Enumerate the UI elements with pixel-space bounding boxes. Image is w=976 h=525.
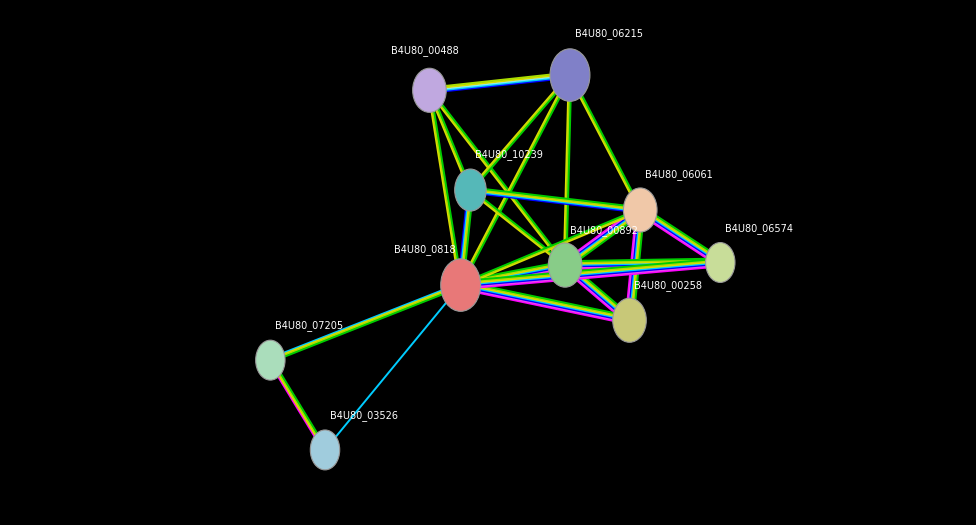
Ellipse shape <box>441 259 480 311</box>
Text: B4U80_00258: B4U80_00258 <box>634 280 703 291</box>
Ellipse shape <box>624 188 657 232</box>
Text: B4U80_03526: B4U80_03526 <box>330 410 398 421</box>
Text: B4U80_06574: B4U80_06574 <box>725 223 793 234</box>
Text: B4U80_00488: B4U80_00488 <box>390 45 459 56</box>
Text: B4U80_07205: B4U80_07205 <box>275 320 344 331</box>
Ellipse shape <box>413 68 446 112</box>
Text: B4U80_10239: B4U80_10239 <box>475 149 544 160</box>
Ellipse shape <box>613 298 646 342</box>
Text: B4U80_0818: B4U80_0818 <box>394 244 456 255</box>
Text: B4U80_00892: B4U80_00892 <box>570 225 638 236</box>
Ellipse shape <box>310 430 340 470</box>
Ellipse shape <box>455 169 486 211</box>
Text: B4U80_06215: B4U80_06215 <box>575 28 643 39</box>
Ellipse shape <box>549 243 582 287</box>
Text: B4U80_06061: B4U80_06061 <box>645 169 712 180</box>
Ellipse shape <box>550 49 590 101</box>
Ellipse shape <box>256 340 285 380</box>
Ellipse shape <box>706 243 735 282</box>
